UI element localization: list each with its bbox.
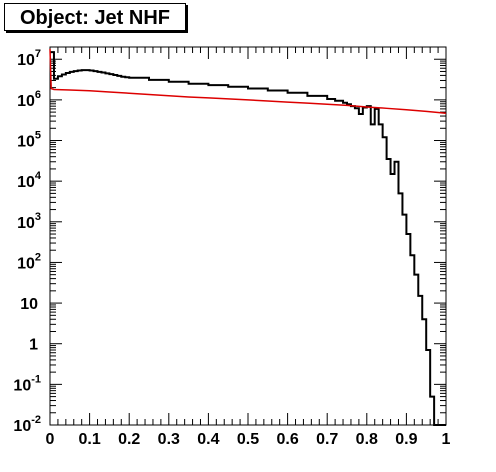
y-tick-label: 10 (20, 296, 38, 313)
x-tick-label: 0.6 (276, 431, 298, 448)
y-tick-label: 107 (17, 48, 41, 69)
x-tick-label: 0.9 (395, 431, 417, 448)
x-tick-label: 1 (442, 431, 451, 448)
x-tick-label: 0.2 (118, 431, 140, 448)
x-tick-label: 0.7 (316, 431, 338, 448)
y-tick-label: 104 (17, 170, 42, 191)
y-tick-label: 103 (17, 211, 41, 232)
x-tick-label: 0.5 (237, 431, 259, 448)
series-red-histogram (49, 48, 447, 114)
x-tick-label: 0 (46, 431, 55, 448)
y-tick-label: 10-2 (13, 414, 41, 435)
x-tick-label: 0.8 (356, 431, 378, 448)
y-tick-label: 105 (17, 130, 41, 151)
x-tick-label: 0.4 (197, 431, 219, 448)
y-tick-label: 10-1 (13, 373, 41, 394)
y-tick-label: 102 (17, 251, 41, 272)
x-tick-label: 0.3 (158, 431, 180, 448)
x-tick-label: 0.1 (78, 431, 100, 448)
y-tick-label: 106 (17, 89, 41, 110)
chart-title: Object: Jet NHF (4, 3, 186, 31)
series-black-histogram (50, 51, 446, 426)
y-tick-label: 1 (29, 337, 38, 354)
plot-frame (49, 46, 447, 426)
